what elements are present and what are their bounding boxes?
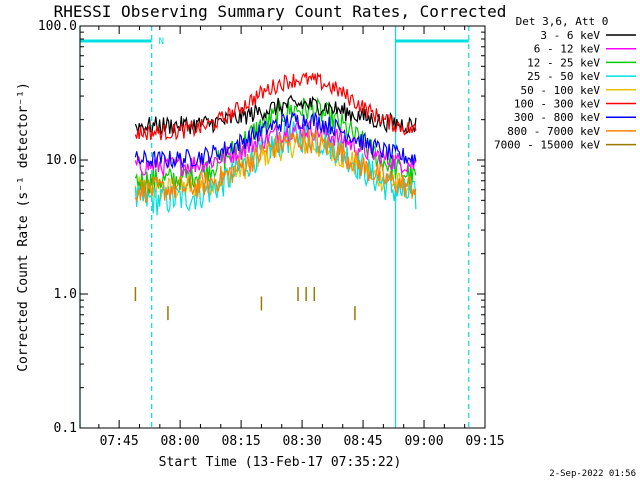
legend-header: Det 3,6, Att 0 [516,15,609,28]
x-tick-label: 08:00 [161,434,200,449]
series-line [134,129,417,203]
series-line [134,110,417,170]
x-axis-label: Start Time (13-Feb-17 07:35:22) [159,455,402,470]
legend-label: 6 - 12 keV [534,43,601,56]
x-tick-label: 08:45 [343,434,382,449]
legend-label: 12 - 25 keV [527,56,600,69]
x-tick-label: 08:15 [222,434,261,449]
plot-frame [79,25,486,429]
series-layer [134,71,417,321]
legend-label: 300 - 800 keV [514,111,600,124]
y-tick-label: 100.0 [38,19,77,34]
legend-label: 25 - 50 keV [527,70,600,83]
x-tick-label: 08:30 [283,434,322,449]
legend-label: 800 - 7000 keV [507,125,600,138]
chart-title: RHESSI Observing Summary Count Rates, Co… [54,2,507,21]
x-tick-label: 09:00 [404,434,443,449]
legend-label: 100 - 300 keV [514,98,600,111]
legend-label: 7000 - 15000 keV [494,139,600,152]
y-axis-label: Corrected Count Rate (s⁻¹ detector⁻¹) [16,82,31,372]
x-tick-label: 07:45 [100,434,139,449]
legend-label: 50 - 100 keV [521,84,601,97]
axes: 100.0 10.0 1.0 0.1 07:45 08:00 08:15 08:30 08:45… [38,19,505,449]
y-tick-label: 0.1 [54,421,77,436]
x-tick-label: 09:15 [465,434,504,449]
timestamp: 2-Sep-2022 01:56 [549,469,636,479]
legend-label: 3 - 6 keV [540,29,600,42]
night-marker-label: N [159,37,164,47]
y-tick-label: 10.0 [46,153,77,168]
series-line [134,71,417,141]
y-tick-label: 1.0 [54,287,77,302]
